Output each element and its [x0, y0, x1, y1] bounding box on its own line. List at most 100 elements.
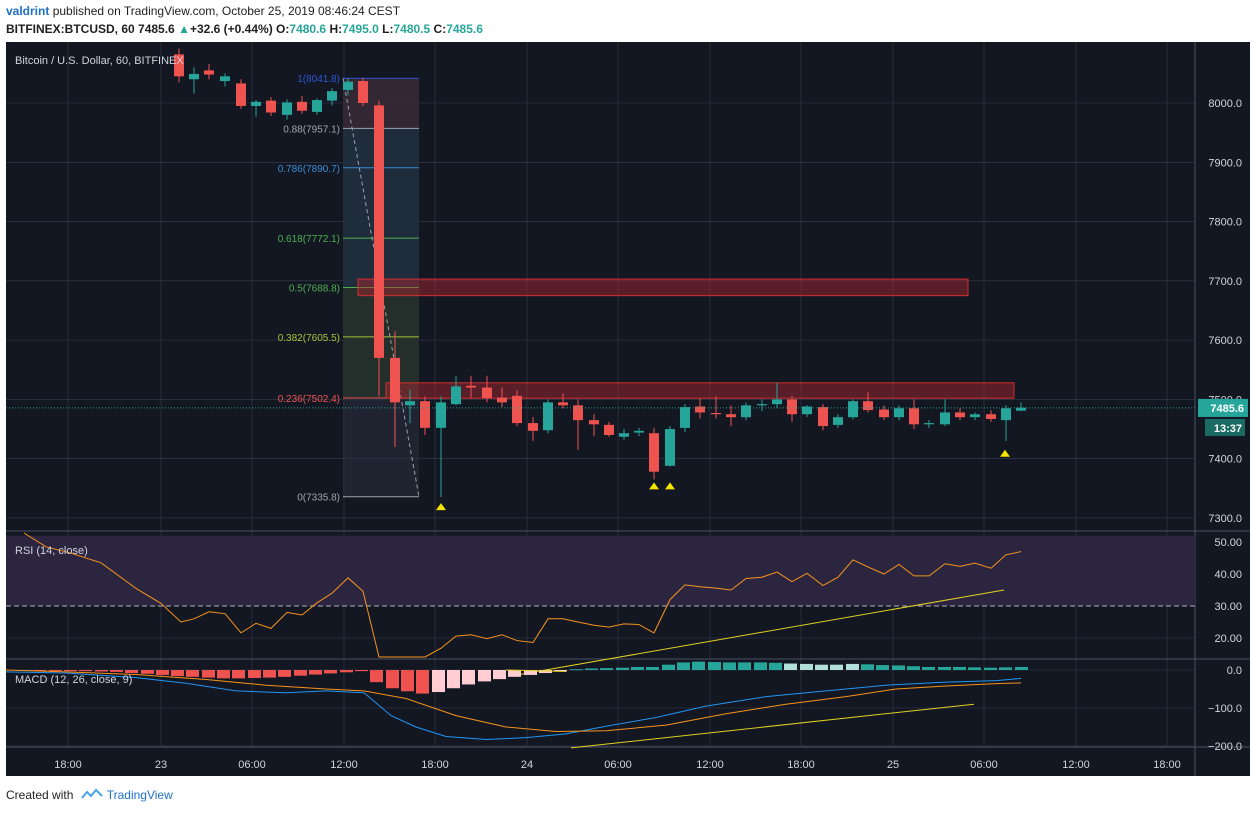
macd-histogram-bar [723, 662, 736, 670]
time-axis-label: 23 [155, 759, 167, 771]
price-axis-label: 7800.0 [1208, 217, 1242, 229]
macd-histogram-bar [324, 670, 337, 674]
macd-histogram-bar [49, 670, 62, 671]
time-axis-label: 06:00 [970, 759, 998, 771]
signal-line [5, 669, 1022, 733]
rsi-axis-label: 50.00 [1214, 537, 1242, 549]
candle-body [940, 412, 950, 425]
macd-histogram-bar [738, 662, 751, 670]
candle-body [711, 413, 721, 415]
tradingview-logo-icon [80, 788, 103, 799]
macd-histogram-bar [570, 669, 583, 671]
macd-histogram-bar [861, 664, 874, 670]
fib-level-label: 0(7335.8) [297, 493, 340, 504]
chart-svg[interactable]: 1(8041.8) 0.88(7957.1) 0.786(7890.7) 0.618(… [5, 42, 1250, 776]
time-axis-label: 24 [521, 759, 533, 771]
macd-histogram-bar [156, 670, 169, 675]
author-username[interactable]: valdrint [6, 4, 50, 18]
time-axis-label: 06:00 [238, 759, 266, 771]
macd-histogram-bar [478, 670, 491, 682]
candle-body [528, 423, 538, 431]
candle-body [757, 404, 767, 406]
macd-histogram-bar [110, 670, 123, 672]
candle-body [390, 357, 400, 403]
candle-body [589, 420, 599, 425]
fib-level-label: 0.88(7957.1) [283, 124, 340, 135]
macd-histogram-bar [355, 670, 368, 672]
low-label: L: [382, 22, 394, 36]
rsi-trendline [510, 589, 1005, 677]
resistance-zone [357, 278, 969, 297]
macd-histogram-bar [217, 670, 230, 679]
macd-histogram-bar [340, 670, 353, 673]
macd-histogram-bar [616, 667, 629, 670]
time-axis-label: 06:00 [604, 759, 632, 771]
macd-histogram-bar [202, 670, 215, 678]
price-axis-label: 7600.0 [1208, 335, 1242, 347]
macd-histogram-bar [432, 670, 445, 693]
time-axis-label: 12:00 [330, 759, 358, 771]
macd-histogram-bar [708, 662, 721, 670]
resistance-zone [385, 382, 1015, 399]
macd-histogram-bar [907, 666, 920, 670]
time-axis-label: 25 [887, 759, 899, 771]
candle-body [741, 405, 751, 418]
macd-histogram-bar [95, 670, 108, 672]
price-axis-label: 7300.0 [1208, 513, 1242, 525]
macd-histogram-bar [876, 665, 889, 670]
buy-signal-icon [436, 503, 446, 511]
macd-histogram-bar [462, 670, 475, 685]
open-label: O: [276, 22, 290, 36]
candle-body [189, 73, 199, 80]
fib-level-label: 0.5(7688.8) [289, 283, 340, 294]
candle-body [466, 385, 476, 388]
macd-axis-label: −200.0 [1208, 741, 1242, 753]
fib-level-label: 0.236(7502.4) [278, 394, 340, 405]
candle-body [558, 402, 568, 406]
candle-body [909, 408, 919, 425]
candle-body [649, 433, 659, 472]
published-text: published on TradingView.com, October 25… [52, 4, 401, 18]
macd-histogram-bar [922, 666, 935, 670]
rsi-axis-label: 30.00 [1214, 601, 1242, 613]
macd-histogram-bar [416, 670, 429, 694]
chart-area[interactable]: 1(8041.8) 0.88(7957.1) 0.786(7890.7) 0.618(… [5, 42, 1250, 776]
candle-body [543, 402, 553, 431]
countdown-label: 13:37 [1214, 423, 1242, 435]
macd-histogram-bar [447, 670, 460, 689]
open-value: 7480.6 [289, 22, 327, 36]
price-axis-label: 7700.0 [1208, 276, 1242, 288]
macd-histogram-bar [493, 670, 506, 680]
rsi-axis-label: 40.00 [1214, 569, 1242, 581]
macd-histogram-bar [508, 670, 521, 677]
candle-body [726, 414, 736, 418]
macd-histogram-bar [846, 663, 859, 670]
time-axis-label: 18:00 [421, 759, 449, 771]
macd-histogram-bar [600, 668, 613, 670]
macd-histogram-bar [784, 663, 797, 670]
macd-histogram-bar [631, 666, 644, 670]
low-value: 7480.5 [393, 22, 431, 36]
tradingview-link[interactable]: TradingView [106, 788, 173, 802]
macd-histogram-bar [125, 670, 138, 674]
change-arrow-icon: ▲ [178, 22, 190, 36]
macd-histogram-bar [539, 670, 552, 674]
chart-background [6, 42, 1250, 776]
buy-signal-icon [665, 482, 675, 490]
macd-trendline [570, 703, 975, 749]
candle-body [343, 81, 353, 90]
candle-body [420, 401, 430, 428]
macd-histogram-bar [754, 662, 767, 670]
rsi-pane-title: RSI (14, close) [15, 545, 88, 557]
candle-body [695, 406, 705, 413]
current-price-badge [1198, 398, 1248, 417]
candle-body [879, 409, 889, 418]
macd-histogram-bar [800, 663, 813, 670]
candle-body [374, 105, 384, 358]
macd-histogram-bar [938, 666, 951, 670]
candle-body [405, 401, 415, 406]
rsi-axis-label: 20.00 [1214, 633, 1242, 645]
close-value: 7485.6 [446, 22, 483, 36]
candle-body [220, 76, 230, 82]
time-axis-label: 18:00 [54, 759, 82, 771]
